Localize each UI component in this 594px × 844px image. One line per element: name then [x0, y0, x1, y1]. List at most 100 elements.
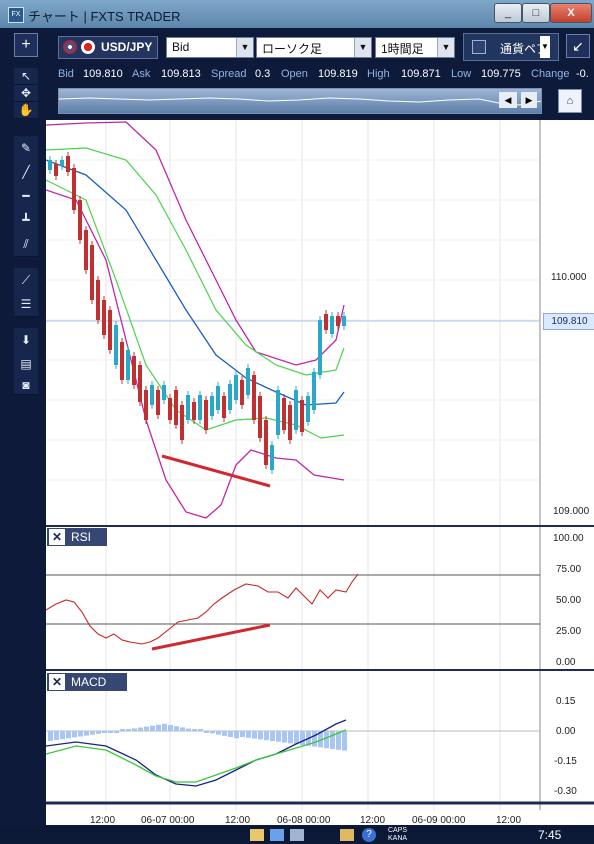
candle-body — [60, 160, 64, 166]
time-label: 12:00 — [360, 815, 385, 826]
macd-histogram-bar — [78, 731, 83, 737]
macd-histogram-bar — [192, 729, 197, 731]
candle-body — [90, 245, 94, 300]
macd-histogram-bar — [48, 731, 53, 741]
candle-body — [186, 395, 190, 420]
pointer-icon[interactable]: ↖ — [14, 68, 38, 85]
add-chart-button[interactable]: + — [14, 33, 38, 57]
candle-body — [198, 395, 202, 420]
hand-icon[interactable]: ✋ — [14, 102, 38, 119]
symbol-button[interactable]: USD/JPY — [58, 36, 158, 59]
close-button[interactable]: X — [550, 3, 592, 23]
macd-pane-header: ✕ MACD — [47, 673, 127, 691]
overview-sparkline — [59, 89, 541, 113]
macd-histogram-bar — [72, 731, 77, 737]
candle-body — [144, 390, 148, 420]
price-label-109: 109.000 — [553, 506, 589, 517]
list-icon[interactable]: ▤ — [14, 352, 38, 377]
chevron-down-icon: ▼ — [437, 38, 454, 57]
macd-histogram-bar — [186, 729, 191, 731]
interval-select[interactable]: 1時間足 ▼ — [375, 37, 455, 58]
trend-line-icon[interactable]: ╱ — [14, 160, 38, 185]
bollinger-upper-line — [46, 122, 344, 365]
expand-icon[interactable]: ↙ — [566, 34, 590, 58]
tray-icon[interactable] — [250, 829, 264, 841]
candle-body — [150, 385, 154, 405]
vertical-line-icon[interactable]: ┻ — [14, 208, 38, 233]
rsi-axis-0: 0.00 — [556, 657, 575, 668]
price-type-select[interactable]: Bid ▼ — [166, 37, 254, 58]
macd-axis-015: 0.15 — [556, 696, 575, 707]
download-icon[interactable]: ⬇ — [14, 328, 38, 353]
fibonacci-icon[interactable]: ☰ — [14, 292, 38, 317]
macd-histogram-bar — [162, 724, 167, 731]
macd-histogram-bar — [270, 731, 275, 741]
candle-body — [120, 342, 124, 380]
macd-histogram-bar — [102, 731, 107, 733]
tray-icon[interactable] — [290, 829, 304, 841]
scroll-right-icon[interactable]: ▶ — [521, 92, 537, 108]
draw-pen-icon[interactable]: ✎ — [14, 136, 38, 161]
caps-indicator: CAPS — [388, 827, 407, 834]
dropdown-arrow-icon[interactable]: ▼ — [540, 36, 550, 58]
candle-body — [162, 385, 166, 400]
rsi-label: RSI — [71, 528, 91, 546]
candle-body — [54, 164, 58, 176]
macd-histogram-bar — [300, 731, 305, 745]
fan-icon[interactable]: ⟋ — [14, 268, 38, 293]
spread-value: 0.3 — [255, 68, 270, 80]
candle-body — [300, 400, 304, 432]
chart-area[interactable] — [46, 120, 594, 825]
current-price-tag: 109.810 — [543, 313, 594, 330]
divergence-trendline — [162, 456, 270, 486]
spread-label: Spread — [211, 68, 246, 80]
candle-body — [270, 445, 274, 470]
close-macd-icon[interactable]: ✕ — [49, 674, 65, 690]
horizontal-line-icon[interactable]: ━ — [14, 184, 38, 209]
ask-value: 109.813 — [161, 68, 201, 80]
macd-histogram-bar — [198, 729, 203, 731]
macd-histogram-bar — [156, 725, 161, 731]
taskbar: ? CAPS KANA 7:45 — [0, 826, 594, 844]
bid-label: Bid — [58, 68, 74, 80]
macd-histogram-bar — [174, 726, 179, 731]
bid-value: 109.810 — [83, 68, 123, 80]
candle-body — [66, 156, 70, 172]
help-icon[interactable]: ? — [362, 828, 376, 842]
channel-icon[interactable]: ⫽ — [14, 232, 38, 257]
macd-histogram-bar — [210, 731, 215, 733]
scroll-left-icon[interactable]: ◀ — [499, 92, 517, 108]
rsi-axis-100: 100.00 — [553, 533, 584, 544]
tray-icon[interactable] — [340, 829, 354, 841]
maximize-button[interactable]: □ — [522, 3, 550, 23]
low-value: 109.775 — [481, 68, 521, 80]
chevron-down-icon: ▼ — [236, 38, 253, 57]
jp-flag-icon — [81, 40, 95, 54]
candle-body — [318, 320, 322, 375]
candle-body — [72, 168, 76, 210]
minimize-button[interactable]: _ — [494, 3, 522, 23]
macd-label: MACD — [71, 673, 106, 691]
overview-navigator[interactable]: ◀ ▶ — [58, 88, 542, 114]
crosshair-icon[interactable]: ✥ — [14, 85, 38, 102]
checkbox[interactable] — [472, 40, 486, 54]
macd-histogram-bar — [54, 731, 59, 740]
candle-body — [282, 398, 286, 430]
macd-histogram-bar — [324, 731, 329, 748]
camera-icon[interactable]: ◙ — [14, 376, 38, 395]
tray-icon[interactable] — [270, 829, 284, 841]
title-bar: FX チャート | FXTS TRADER _ □ X — [0, 0, 594, 28]
chart-canvas — [46, 120, 594, 825]
chevron-down-icon: ▼ — [354, 38, 371, 57]
macd-histogram-bar — [294, 731, 299, 744]
lock-scale-icon[interactable]: ⌂ — [558, 89, 582, 113]
candle-body — [108, 310, 112, 350]
candle-body — [210, 396, 214, 416]
price-type-value: Bid — [172, 40, 189, 54]
macd-histogram-bar — [240, 731, 245, 737]
macd-histogram-bar — [258, 731, 263, 739]
close-rsi-icon[interactable]: ✕ — [49, 529, 65, 545]
macd-axis-000: 0.00 — [556, 726, 575, 737]
chart-type-select[interactable]: ローソク足 ▼ — [256, 37, 372, 58]
macd-histogram-bar — [126, 729, 131, 731]
